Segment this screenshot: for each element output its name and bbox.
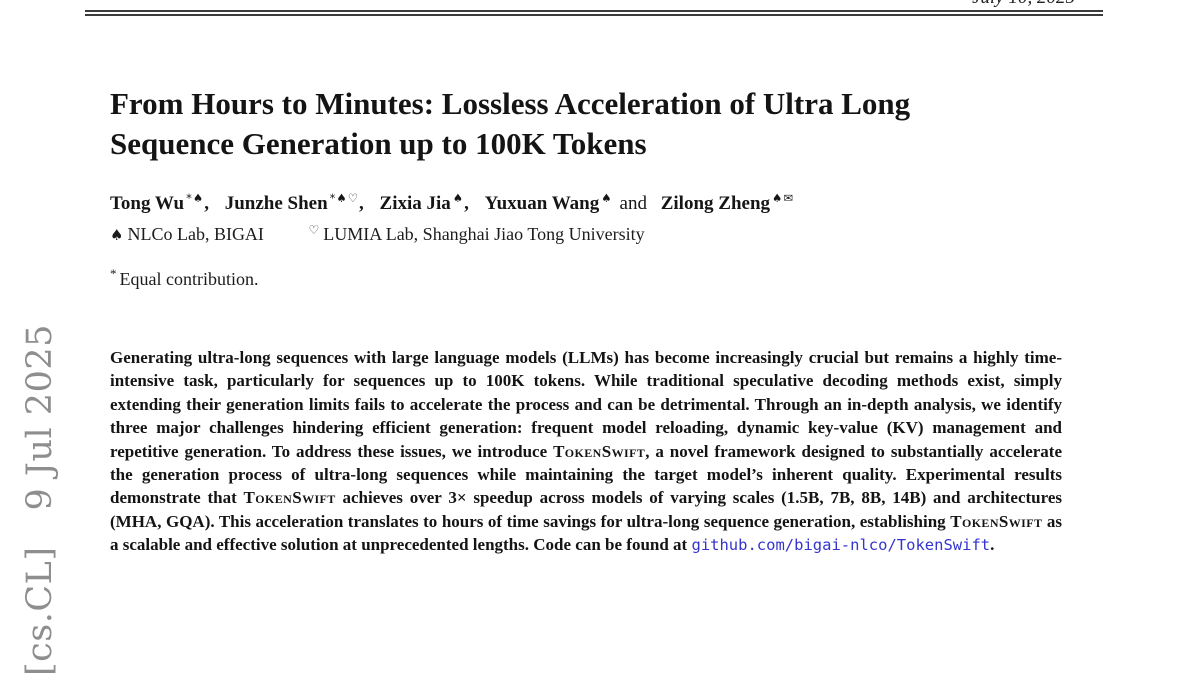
abstract-text: , a novel framework designed to substant… — [110, 441, 1062, 508]
footnote-text: Equal contribution. — [119, 269, 259, 289]
author-name: Zilong Zheng — [660, 193, 771, 214]
comma-separator: , — [359, 193, 364, 214]
comma-separator: , — [204, 193, 209, 214]
author-entry: Zixia Jia ♠ — [379, 191, 465, 214]
abstract-text: . — [990, 535, 995, 555]
and-separator: and — [619, 193, 647, 214]
affiliations: ♠ NLCo Lab, BIGAI ♡ LUMIA Lab, Shanghai Ji… — [110, 223, 645, 245]
abstract-text: Generating ultra-long sequences with lar… — [110, 348, 1062, 461]
spade-icon: ♠ — [110, 226, 124, 244]
author-marks: *♠♡ — [329, 191, 360, 205]
comma-separator: , — [464, 193, 469, 214]
header-rule — [85, 10, 1103, 16]
affiliation-text: NLCo Lab, BIGAI — [127, 224, 264, 244]
footnote-marker: * — [110, 266, 117, 281]
author-marks: ♠ — [601, 191, 613, 205]
arxiv-watermark: [cs.CL] 9 Jul 2025 — [20, 324, 60, 676]
author-entry: Yuxuan Wang ♠ — [484, 191, 613, 214]
author-name: Junzhe Shen — [224, 193, 328, 214]
author-marks: ♠✉ — [772, 191, 794, 205]
tokenswift-smallcaps: TokenSwift — [243, 488, 336, 508]
tokenswift-smallcaps: TokenSwift — [950, 511, 1043, 531]
title-line-1: From Hours to Minutes: Lossless Accelera… — [110, 86, 911, 121]
heart-icon: ♡ — [308, 223, 320, 237]
paper-title: From Hours to Minutes: Lossless Accelera… — [110, 84, 1110, 164]
author-marks: ♠ — [452, 191, 465, 205]
equal-contribution-footnote: * Equal contribution. — [110, 266, 258, 290]
author-name: Tong Wu — [110, 193, 185, 214]
author-entry: Tong Wu *♠ — [110, 191, 205, 214]
author-entry: Junzhe Shen *♠♡ — [224, 191, 360, 214]
abstract-text: as a scalable and effective solution at … — [110, 511, 1062, 555]
title-line-2: Sequence Generation up to 100K Tokens — [110, 126, 647, 161]
github-repo-link[interactable]: github.com/bigai-nlco/TokenSwift — [691, 536, 991, 555]
author-name: Yuxuan Wang — [484, 193, 600, 214]
author-marks: *♠ — [186, 191, 205, 205]
abstract-paragraph: Generating ultra-long sequences with lar… — [110, 346, 1062, 558]
affiliation-text: LUMIA Lab, Shanghai Jiao Tong University — [323, 224, 645, 244]
abstract-text: achieves over 3× speedup across models o… — [110, 488, 1063, 531]
author-entry: Zilong Zheng ♠✉ — [660, 191, 794, 214]
author-list: Tong Wu *♠, Junzhe Shen *♠♡, Zixia Jia ♠, Y… — [110, 191, 794, 215]
tokenswift-smallcaps: TokenSwift — [553, 441, 646, 461]
header-date: July 10, 2025 — [0, 0, 1075, 9]
author-name: Zixia Jia — [379, 193, 451, 214]
